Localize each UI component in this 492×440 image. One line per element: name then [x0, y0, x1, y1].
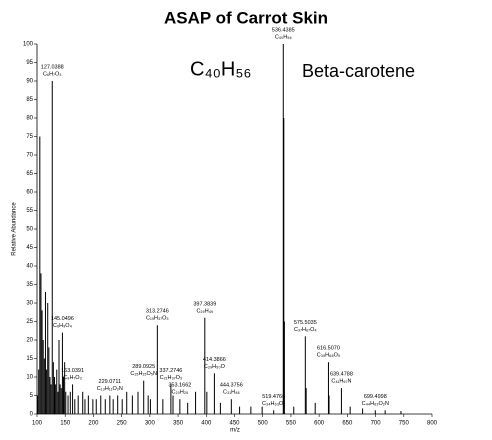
peak-formula-label: C₂₀H₂₅ — [171, 390, 188, 396]
y-tick-label: 70 — [26, 153, 33, 159]
x-tick-label: 500 — [258, 421, 269, 427]
peak-formula-label: C₂₉H₅₀O — [204, 364, 226, 370]
peak-formula-label: C₃₁H₄₈ — [223, 390, 240, 396]
y-tick-label: 5 — [30, 393, 34, 399]
y-tick-label: 10 — [26, 375, 33, 381]
y-tick-label: 50 — [26, 227, 33, 233]
y-tick-label: 90 — [26, 79, 33, 85]
peak-mz-label: 699.4998 — [364, 394, 387, 400]
y-tick-label: 80 — [26, 116, 33, 122]
peak-mz-label: 229.0711 — [99, 379, 122, 385]
y-tick-label: 100 — [23, 42, 34, 48]
peak-mz-label: 575.5035 — [294, 320, 317, 326]
peak-formula-label: C₁₅H₁₅O₅N — [130, 371, 157, 377]
y-tick-label: 60 — [26, 190, 33, 196]
peak-mz-label: 414.3866 — [203, 357, 226, 363]
peak-mz-label: 145.0496 — [51, 316, 74, 322]
peak-mz-label: 536.4385 — [272, 27, 295, 33]
peak-mz-label: 163.0391 — [61, 368, 84, 374]
x-tick-label: 400 — [201, 421, 212, 427]
y-tick-label: 55 — [26, 208, 33, 214]
x-axis-label: m/z — [230, 428, 240, 434]
x-tick-label: 200 — [88, 421, 99, 427]
peak-formula-label: C₁₃H₁₁O₂N — [97, 386, 123, 392]
y-tick-label: 30 — [26, 301, 33, 307]
peak-mz-label: 519.4766 — [262, 394, 285, 400]
peak-formula-label: C₄₄H₆₃O₂N — [362, 401, 389, 407]
x-tick-label: 650 — [342, 421, 353, 427]
x-tick-label: 450 — [229, 421, 240, 427]
y-tick-label: 0 — [30, 412, 34, 418]
peak-formula-label: C₃₄H₆₃O₂ — [262, 401, 285, 407]
y-tick-label: 25 — [26, 319, 33, 325]
x-tick-label: 800 — [427, 421, 438, 427]
y-axis-label: Relative Abundance — [12, 202, 18, 256]
x-tick-label: 600 — [314, 421, 325, 427]
y-tick-label: 95 — [26, 60, 33, 66]
peak-formula-label: C₁₉H₃₇O₃ — [146, 316, 169, 322]
x-tick-label: 750 — [399, 421, 410, 427]
x-tick-label: 700 — [371, 421, 382, 427]
peak-formula-label: C₃₉H₆₈O₅ — [317, 353, 340, 359]
y-tick-label: 45 — [26, 245, 33, 251]
peak-mz-label: 639.4788 — [330, 372, 353, 378]
x-tick-label: 350 — [173, 421, 184, 427]
peak-mz-label: 444.3756 — [220, 383, 243, 389]
peak-formula-label: C₃₇H₆₇O₄ — [294, 327, 317, 333]
x-tick-label: 150 — [60, 421, 71, 427]
peak-mz-label: 313.2746 — [146, 309, 169, 315]
x-tick-label: 550 — [286, 421, 297, 427]
peak-formula-label: C₆H₇O₃ — [43, 71, 62, 77]
y-tick-label: 40 — [26, 264, 33, 270]
x-tick-label: 300 — [145, 421, 156, 427]
y-tick-label: 65 — [26, 171, 33, 177]
peak-mz-label: 397.3839 — [193, 301, 216, 307]
peak-mz-label: 127.0388 — [41, 64, 64, 70]
peak-mz-label: 289.0925 — [132, 364, 155, 370]
y-tick-label: 85 — [26, 97, 33, 103]
peak-mz-label: 337.2746 — [159, 368, 182, 374]
peak-mz-label: 353.1662 — [168, 383, 191, 389]
peak-formula-label: C₂₉H₄₉ — [196, 308, 213, 314]
compound-annotation: Beta-carotene — [302, 61, 415, 81]
peak-formula-label: C₆H₉O₄ — [53, 323, 73, 329]
x-tick-label: 250 — [117, 421, 128, 427]
chart-title: ASAP of Carrot Skin — [164, 8, 328, 27]
peak-formula-label: C₂₁H₃₇O₃ — [160, 375, 183, 381]
peak-formula-label: C₄₁H₆₇N — [331, 379, 351, 385]
peak-formula-label: C₄₀H₅₆ — [275, 34, 292, 40]
x-tick-label: 100 — [32, 421, 43, 427]
y-tick-label: 20 — [26, 338, 33, 344]
peak-formula-label: C₉H₇O₃ — [63, 375, 82, 381]
peak-mz-label: 616.5070 — [317, 346, 340, 352]
y-tick-label: 15 — [26, 356, 33, 362]
formula-annotation: C₄₀H₅₆ — [190, 58, 251, 80]
y-tick-label: 75 — [26, 134, 33, 140]
y-tick-label: 35 — [26, 282, 33, 288]
